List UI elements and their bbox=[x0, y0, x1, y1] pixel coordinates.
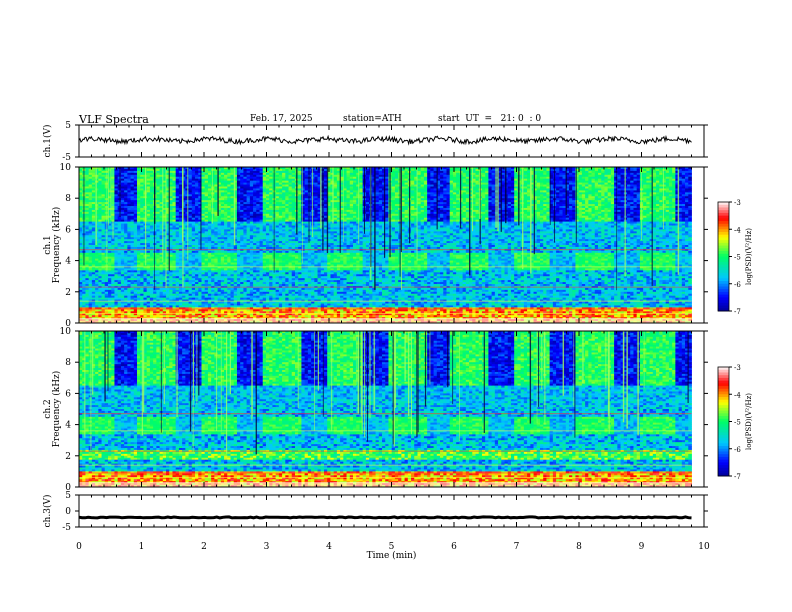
y-axis-label: Frequency (kHz) bbox=[51, 207, 62, 284]
y-tick-label: 6 bbox=[65, 225, 71, 235]
y-tick-label: 0 bbox=[65, 507, 71, 517]
colorbar-tick-label: -6 bbox=[734, 281, 741, 289]
x-tick-label: 6 bbox=[451, 542, 457, 552]
x-tick-label: 1 bbox=[139, 542, 145, 552]
y-tick-label: 8 bbox=[65, 358, 71, 368]
x-tick-label: 8 bbox=[576, 542, 582, 552]
spectrogram-ch2 bbox=[79, 331, 692, 487]
x-tick-label: 2 bbox=[201, 542, 207, 552]
colorbar-label: log(PSD)(V²/Hz) bbox=[745, 393, 753, 450]
y-axis-label: ch.1(V) bbox=[42, 125, 53, 158]
x-tick-label: 3 bbox=[264, 542, 270, 552]
ch1-waveform-trace bbox=[79, 136, 692, 144]
y-tick-label: 10 bbox=[60, 163, 72, 173]
colorbar-label: log(PSD)(V²/Hz) bbox=[745, 228, 753, 285]
y-tick-label: 2 bbox=[65, 452, 71, 462]
ch3-waveform-trace bbox=[79, 517, 692, 518]
y-tick-label: -5 bbox=[62, 153, 71, 163]
y-tick-label: 2 bbox=[65, 288, 71, 298]
y-tick-label: 5 bbox=[65, 121, 71, 131]
x-tick-label: 10 bbox=[698, 542, 710, 552]
y-tick-label: 4 bbox=[65, 421, 71, 431]
y-tick-label: 5 bbox=[65, 491, 71, 501]
vlf-spectra-figure: 5-5ch.1(V)0246810ch.1 Frequency (kHz)0246… bbox=[0, 0, 792, 612]
y-tick-label: 8 bbox=[65, 194, 71, 204]
colorbar-tick-label: -5 bbox=[734, 419, 741, 427]
y-tick-label: 4 bbox=[65, 257, 71, 267]
colorbar-tick-label: -5 bbox=[734, 254, 741, 262]
y-axis-label: ch.3(V) bbox=[42, 495, 53, 528]
x-axis-label: Time (min) bbox=[367, 550, 417, 561]
y-tick-label: -5 bbox=[62, 523, 71, 533]
x-tick-label: 9 bbox=[639, 542, 645, 552]
y-tick-label: 10 bbox=[60, 327, 72, 337]
x-tick-label: 7 bbox=[514, 542, 520, 552]
spectrogram-ch1 bbox=[79, 167, 692, 323]
colorbar-tick-label: -3 bbox=[734, 364, 741, 372]
colorbar-tick-label: -7 bbox=[734, 473, 741, 481]
colorbar-tick-label: -3 bbox=[734, 199, 741, 207]
colorbar-tick-label: -4 bbox=[734, 391, 741, 399]
x-tick-label: 0 bbox=[76, 542, 82, 552]
y-tick-label: 6 bbox=[65, 389, 71, 399]
colorbar-tick-label: -6 bbox=[734, 446, 741, 454]
colorbar-tick-label: -7 bbox=[734, 308, 741, 316]
x-tick-label: 4 bbox=[326, 542, 332, 552]
colorbar-tick-label: -4 bbox=[734, 226, 741, 234]
y-axis-label: Frequency (kHz) bbox=[51, 371, 62, 448]
